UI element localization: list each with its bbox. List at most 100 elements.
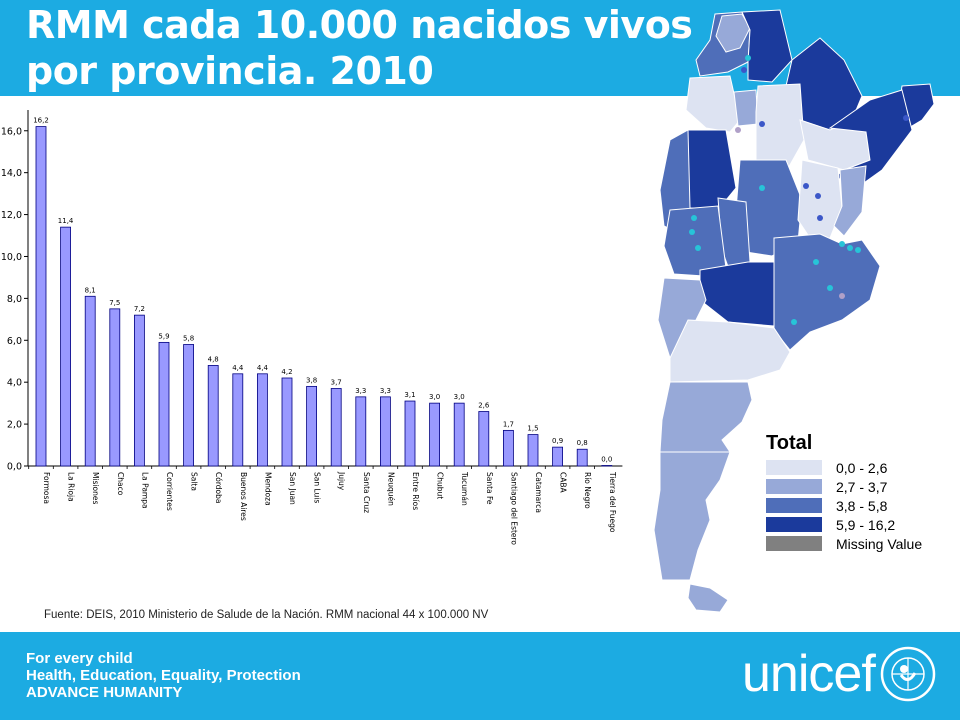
- legend-item: 0,0 - 2,6: [766, 458, 946, 477]
- city-marker: [839, 241, 845, 247]
- bar-value-label: 4,4: [257, 364, 269, 372]
- city-marker: [813, 259, 819, 265]
- category-label: Jujuy: [337, 471, 346, 491]
- city-marker: [827, 285, 833, 291]
- y-tick-label: 2,0: [7, 420, 22, 431]
- bar-value-label: 11,4: [58, 217, 74, 225]
- category-label: San Luis: [313, 472, 322, 503]
- province-salta: [741, 9, 793, 83]
- city-marker: [847, 245, 853, 251]
- y-tick-label: 0,0: [7, 462, 22, 473]
- header-bar: RMM cada 10.000 nacidos vivos por provin…: [0, 0, 960, 96]
- category-label: Chubut: [436, 472, 445, 499]
- legend-swatch: [766, 536, 822, 551]
- bar: [183, 344, 195, 467]
- category-label: Misiones: [91, 472, 100, 505]
- city-marker: [803, 183, 809, 189]
- category-label: San Juan: [288, 472, 297, 505]
- title-line-2: por provincia. 2010: [26, 49, 434, 93]
- bar-value-label: 0,9: [552, 437, 563, 445]
- bar-value-label: 3,3: [355, 387, 366, 395]
- city-marker: [855, 247, 861, 253]
- bar: [527, 434, 539, 467]
- bar: [404, 400, 416, 467]
- province-santa-fe: [797, 159, 843, 245]
- tagline-line-1: For every child: [26, 650, 133, 667]
- bar-value-label: 3,1: [404, 391, 415, 399]
- category-label: Neuquén: [386, 472, 395, 506]
- category-label: Tucumán: [460, 471, 469, 506]
- bar: [35, 126, 47, 467]
- city-marker: [791, 319, 797, 325]
- title-line-1: RMM cada 10.000 nacidos vivos: [26, 3, 693, 47]
- bar-value-label: 3,7: [331, 378, 342, 386]
- legend-swatch: [766, 498, 822, 513]
- category-label: Buenos Aires: [239, 472, 248, 521]
- province-buenos-aires: [773, 233, 881, 351]
- y-tick-label: 4,0: [7, 378, 22, 389]
- bar: [453, 402, 465, 467]
- source-note: Fuente: DEIS, 2010 Ministerio de Salude …: [44, 609, 489, 621]
- y-tick-label: 8,0: [7, 294, 22, 305]
- map-city-markers: [689, 55, 909, 325]
- legend-title: Total: [766, 432, 813, 454]
- bar: [330, 388, 342, 467]
- bar-value-label: 4,8: [208, 355, 219, 363]
- page-title: RMM cada 10.000 nacidos vivos por provin…: [26, 2, 746, 94]
- city-marker: [695, 245, 701, 251]
- province-catamarca: [685, 75, 741, 133]
- legend-label: 0,0 - 2,6: [836, 459, 888, 476]
- bar-value-label: 3,8: [306, 376, 317, 384]
- bar: [601, 465, 613, 467]
- bar: [306, 385, 318, 467]
- bar-value-label: 0,0: [601, 456, 612, 464]
- bar-value-label: 3,0: [454, 393, 465, 401]
- province-jujuy-inner: [715, 13, 751, 53]
- category-label: Río Negro: [583, 472, 592, 509]
- y-tick-label: 6,0: [7, 336, 22, 347]
- bar: [84, 295, 96, 467]
- bar: [60, 226, 71, 467]
- y-tick-label: 16,0: [1, 126, 22, 137]
- city-marker: [903, 115, 909, 121]
- bar-value-label: 4,2: [281, 368, 292, 376]
- category-label: Entre Ríos: [411, 472, 420, 510]
- category-label: Salta: [190, 472, 199, 491]
- category-label: La Pampa: [140, 472, 149, 509]
- y-tick-label: 14,0: [1, 168, 22, 179]
- legend-swatch: [766, 460, 822, 475]
- city-marker: [741, 67, 747, 73]
- bar-value-label: 2,6: [478, 402, 490, 410]
- bar-value-label: 1,5: [527, 425, 538, 433]
- legend-swatch: [766, 479, 822, 494]
- bar-value-label: 7,2: [134, 305, 145, 313]
- bar: [133, 314, 145, 467]
- argentina-map: [653, 9, 935, 613]
- bar-value-label: 1,7: [503, 420, 514, 428]
- province-la-pampa: [699, 261, 775, 327]
- bar: [232, 373, 244, 467]
- province-tierra-del-fuego: [687, 583, 729, 613]
- legend-label: Missing Value: [836, 535, 923, 552]
- bar-value-label: 4,4: [232, 364, 244, 372]
- category-label: Santa Cruz: [362, 472, 371, 513]
- y-tick-label: 10,0: [1, 252, 22, 263]
- province-entre-rios: [833, 165, 867, 237]
- category-label: Chaco: [116, 472, 125, 496]
- city-marker: [839, 293, 845, 299]
- category-label: Mendoza: [263, 472, 272, 506]
- unicef-logo: unicef: [742, 644, 937, 704]
- legend-label: 2,7 - 3,7: [836, 478, 888, 495]
- city-marker: [745, 55, 751, 61]
- bar: [576, 448, 588, 467]
- city-marker: [817, 215, 823, 221]
- legend-item: 2,7 - 3,7: [766, 477, 946, 496]
- category-label: La Rioja: [67, 472, 76, 502]
- bar-value-label: 16,2: [33, 117, 49, 125]
- tagline-line-2: Health, Education, Equality, Protection: [26, 667, 301, 684]
- category-label: CABA: [559, 472, 568, 494]
- map-legend: Total 0,0 - 2,6 2,7 - 3,7 3,8 - 5,8 5,9 …: [766, 432, 946, 553]
- city-marker: [759, 121, 765, 127]
- category-label: Catamarca: [534, 472, 543, 513]
- bar: [429, 402, 441, 467]
